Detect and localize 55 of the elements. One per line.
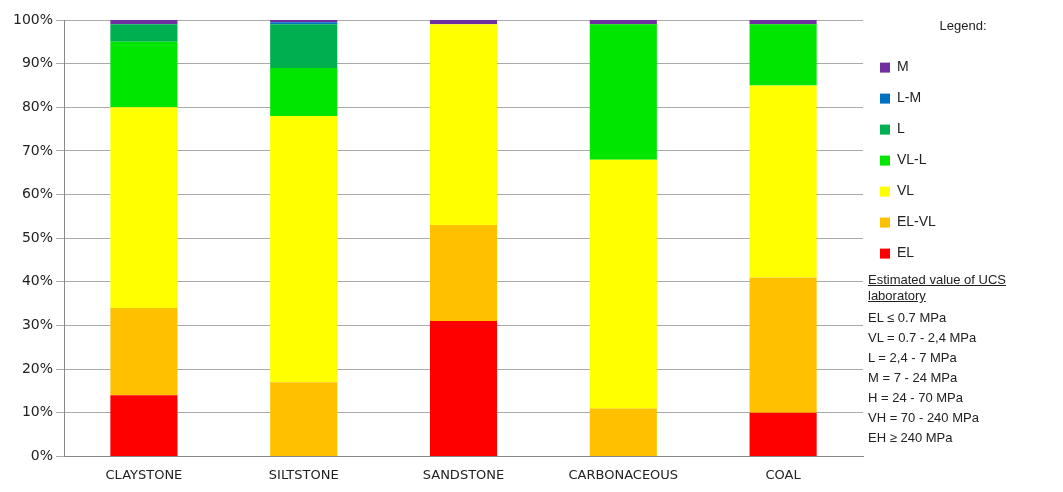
text: L = 2,4 - 7 MPa bbox=[868, 349, 958, 367]
y-tick-label: 80% bbox=[21, 97, 54, 114]
x-tick-label: CARBONACEOUS bbox=[568, 466, 679, 482]
legend-label: M bbox=[897, 58, 909, 75]
bar bbox=[270, 24, 338, 68]
text: H = 24 - 70 MPa bbox=[868, 389, 965, 407]
y-tick-label: 0% bbox=[30, 447, 54, 464]
text: VL = 0.7 - 2,4 MPa bbox=[868, 329, 978, 347]
text: M = 7 - 24 MPa bbox=[868, 369, 959, 387]
bar bbox=[270, 68, 338, 117]
bar bbox=[749, 85, 817, 278]
x-tick-label: COAL bbox=[765, 466, 802, 482]
y-tick-label: 20% bbox=[21, 359, 54, 376]
bar bbox=[429, 20, 498, 25]
bar bbox=[749, 24, 817, 86]
y-tick-label: 50% bbox=[21, 228, 54, 245]
y-tick-label: 100% bbox=[12, 10, 54, 27]
bar bbox=[589, 408, 657, 456]
legend-title: Legend: bbox=[939, 18, 987, 34]
y-tick-label: 90% bbox=[21, 54, 54, 71]
legend-label: VL bbox=[897, 182, 915, 199]
bar bbox=[749, 20, 817, 25]
text: EL ≤ 0.7 MPa bbox=[868, 309, 948, 327]
bar bbox=[110, 20, 178, 25]
text: VH = 70 - 240 MPa bbox=[868, 409, 980, 427]
y-tick-label: 70% bbox=[21, 141, 54, 158]
bar bbox=[110, 24, 178, 42]
legend-label: L-M bbox=[897, 89, 922, 106]
bar bbox=[589, 24, 657, 160]
y-tick-label: 60% bbox=[21, 185, 54, 202]
bar bbox=[429, 225, 498, 322]
bar bbox=[749, 277, 817, 413]
bar bbox=[270, 116, 338, 383]
bar bbox=[589, 20, 657, 25]
legend-label: VL-L bbox=[897, 151, 927, 168]
x-tick-label: SANDSTONE bbox=[422, 466, 505, 482]
legend-label: EL bbox=[897, 244, 915, 261]
bar bbox=[110, 107, 178, 309]
legend-label: EL-VL bbox=[897, 213, 937, 230]
bar bbox=[589, 159, 657, 409]
y-tick-label: 10% bbox=[21, 403, 54, 420]
text: Estimated value of UCS laboratory bbox=[868, 272, 1007, 304]
bar bbox=[429, 321, 498, 456]
legend-label: L bbox=[897, 120, 905, 137]
y-tick-label: 40% bbox=[21, 272, 54, 289]
text: EH ≥ 240 MPa bbox=[868, 429, 954, 447]
bar bbox=[110, 41, 178, 108]
x-tick-label: CLAYSTONE bbox=[105, 466, 183, 482]
y-tick-label: 30% bbox=[21, 316, 54, 333]
x-tick-label: SILTSTONE bbox=[268, 466, 339, 482]
bar bbox=[749, 412, 817, 456]
bar bbox=[429, 24, 498, 226]
bar bbox=[110, 395, 178, 456]
bar bbox=[270, 382, 338, 456]
bar bbox=[110, 308, 178, 396]
